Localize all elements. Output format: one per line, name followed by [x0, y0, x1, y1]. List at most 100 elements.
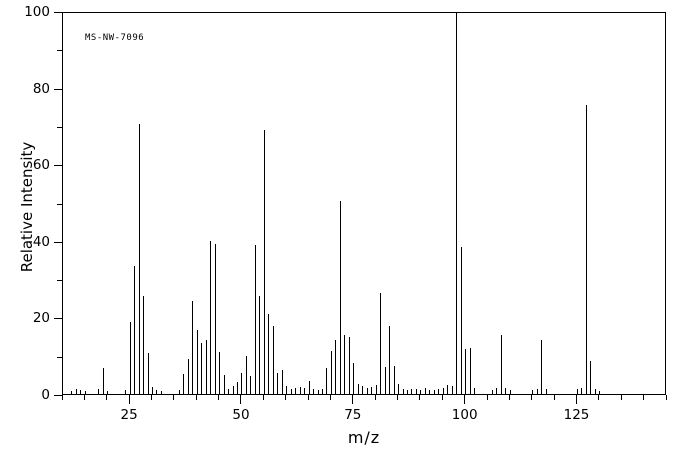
x-axis-minor-tick [397, 395, 399, 400]
spectrum-peak [500, 335, 502, 394]
x-axis-minor-tick [419, 395, 421, 400]
spectrum-peak [460, 247, 462, 394]
spectrum-peak [420, 390, 422, 394]
y-axis-minor-tick [57, 126, 62, 128]
spectrum-peak [424, 387, 426, 394]
y-axis-major-tick [54, 12, 62, 13]
spectrum-peak [594, 389, 596, 394]
spectrum-peak [281, 369, 283, 394]
x-axis-minor-tick [531, 395, 533, 400]
spectrum-peak [545, 389, 547, 394]
spectrum-peak [384, 367, 386, 394]
spectrum-peak [344, 334, 346, 394]
spectrum-peak [107, 390, 109, 394]
spectrum-peak [496, 388, 498, 394]
spectrum-peak [353, 363, 355, 394]
spectrum-peak [398, 384, 400, 394]
spectrum-peak [156, 390, 158, 394]
y-axis-tick-label: 100 [24, 4, 50, 20]
y-axis-tick-label: 20 [32, 310, 50, 327]
x-axis-minor-tick [508, 395, 510, 400]
spectrum-peak [295, 388, 297, 394]
spectrum-peak [362, 386, 364, 394]
spectrum-peak [321, 389, 323, 394]
spectrum-peak [299, 386, 301, 394]
y-axis-tick-label: 40 [32, 233, 50, 250]
x-axis-minor-tick [285, 395, 287, 400]
x-axis-minor-tick [441, 395, 443, 400]
x-axis-minor-tick [486, 395, 488, 400]
x-axis-minor-tick [83, 395, 85, 400]
x-axis-title: m/z [347, 428, 381, 447]
spectrum-peak [438, 389, 440, 394]
spectrum-peak [492, 390, 493, 394]
spectrum-peak [151, 387, 153, 394]
spectrum-peak [317, 390, 319, 394]
spectrum-peak [277, 372, 279, 394]
x-axis-tick-label: 75 [344, 407, 362, 423]
spectrum-peak [223, 374, 225, 394]
spectrum-peak [98, 389, 100, 394]
spectrum-peak [147, 353, 149, 394]
x-axis-minor-tick [150, 395, 152, 400]
spectrum-peak [532, 389, 534, 394]
x-axis-tick-label: 125 [563, 407, 590, 423]
spectrum-peak [245, 356, 247, 394]
spectrum-peak [433, 390, 435, 394]
spectrum-peak [187, 358, 189, 394]
x-axis: 25 50 75 100 125 [61, 395, 667, 455]
spectrum-peak [304, 387, 306, 394]
x-axis-major-tick [576, 395, 578, 404]
spectrum-peak [138, 124, 140, 394]
x-axis-minor-tick [195, 395, 197, 400]
spectrum-peak [536, 388, 538, 394]
x-axis-tick-label: 50 [232, 407, 250, 423]
spectrum-peak [585, 104, 587, 394]
spectrum-peak [84, 391, 86, 394]
x-axis-minor-tick [218, 395, 220, 400]
x-axis-minor-tick [61, 395, 63, 400]
y-axis-major-tick [54, 318, 62, 320]
spectrum-peak [348, 337, 350, 394]
x-axis-major-tick [352, 395, 354, 404]
spectrum-peak [469, 347, 471, 394]
x-axis-minor-tick [643, 395, 645, 400]
x-axis-minor-tick [173, 395, 175, 400]
spectrum-peak [442, 388, 444, 394]
y-axis-tick-label: 0 [41, 387, 50, 403]
y-axis-minor-tick [57, 356, 62, 358]
x-axis-major-tick [128, 395, 130, 404]
spectrum-peak [415, 388, 417, 394]
x-axis-major-tick [240, 395, 242, 404]
spectrum-peak [286, 386, 288, 394]
spectrum-peak [134, 265, 136, 394]
spectrum-peak [71, 390, 73, 394]
x-axis-minor-tick [598, 395, 600, 400]
y-axis-tick-label: 60 [32, 157, 50, 174]
spectrum-peak [210, 240, 212, 394]
spectrum-peak [308, 380, 310, 394]
spectrum-peak [389, 325, 391, 394]
spectrum-peak [505, 387, 507, 394]
spectrum-peak [183, 374, 185, 394]
x-axis-tick-label: 100 [451, 407, 478, 423]
spectrum-peak [178, 389, 180, 394]
spectrum-peak [259, 296, 261, 394]
spectrum-peak [393, 365, 395, 394]
spectrum-peak [590, 361, 592, 394]
spectrum-peak [80, 389, 82, 394]
spectrum-peak [335, 340, 337, 394]
y-axis-major-tick [54, 88, 62, 90]
y-axis-minor-tick [57, 280, 62, 282]
spectrum-peak [380, 292, 382, 394]
spectrum-peak [219, 351, 221, 394]
spectrum-peak [232, 386, 234, 394]
spectrum-plot-area [63, 13, 665, 394]
spectrum-peak [541, 340, 543, 394]
spectrum-peak [214, 243, 216, 394]
spectrum-peak [125, 390, 127, 394]
spectrum-peak [429, 389, 431, 394]
sample-annotation-label: MS-NW-7096 [85, 33, 145, 43]
spectrum-peak [465, 348, 467, 394]
